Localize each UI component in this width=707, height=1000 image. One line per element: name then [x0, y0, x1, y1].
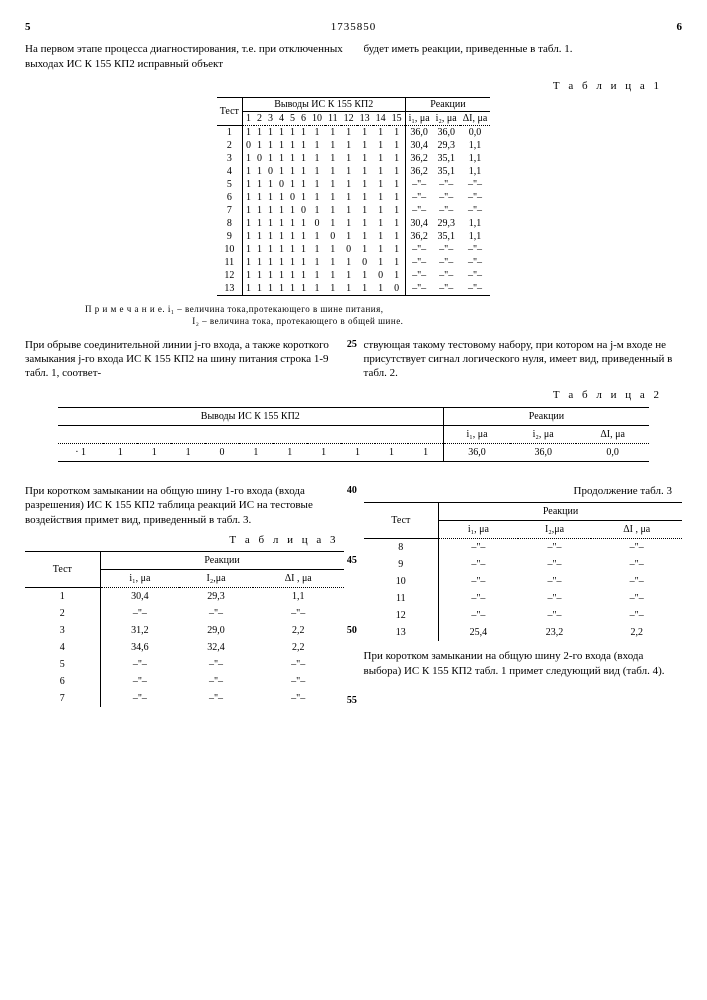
right-column: Продолжение табл. 3 ТестРеакцииi₁, μaI₂,…	[364, 484, 683, 715]
table3-label: Т а б л и ц а 3	[25, 533, 339, 547]
patent-number: 1735850	[331, 20, 377, 34]
table2: Выводы ИС К 155 КП2Реакцииi₁, μai₂, μaΔI…	[58, 407, 649, 462]
left-column: При коротком замыкании на общую шину 1-г…	[25, 484, 344, 715]
table3-right: ТестРеакцииi₁, μaI₂,μaΔI , μa8–"––"––"–9…	[364, 502, 683, 641]
line-number-50: 50	[347, 624, 357, 637]
line-number-40: 40	[347, 484, 357, 497]
paragraph3: При коротком замыкании на общую шину 1-г…	[25, 484, 344, 527]
para2-right: ствующая такому тестовому набору, при ко…	[364, 338, 683, 381]
table3-continuation-label: Продолжение табл. 3	[364, 484, 673, 498]
intro-left: На первом этапе процесса диагнос­тирован…	[25, 42, 344, 71]
table2-label: Т а б л и ц а 2	[25, 388, 662, 402]
table1: ТестВыводы ИС К 155 КП2Реакции1234561011…	[217, 97, 491, 296]
table3-left: ТестРеакцииi₁, μaI₂,μaΔI , μa130,429,31,…	[25, 551, 344, 707]
line-number-55: 55	[347, 694, 357, 707]
lower-section: 40 45 50 55 При коротком замыкании на об…	[25, 484, 682, 715]
para2-left: При обрыве соединительной линии j-го вхо…	[25, 338, 344, 381]
paragraph4: При коротком замыкании на общую шину 2-г…	[364, 649, 683, 678]
paragraph2: При обрыве соединительной линии j-го вхо…	[25, 338, 682, 381]
line-number-25: 25	[347, 338, 357, 351]
col-right: 6	[677, 20, 683, 34]
table1-footnote: П р и м е ч а н и е. i₁ – величина тока,…	[85, 304, 682, 327]
col-left: 5	[25, 20, 31, 34]
table1-label: Т а б л и ц а 1	[25, 79, 662, 93]
intro-right: будет иметь реакции, приведенные в табл.…	[364, 42, 683, 71]
page-header: 5 1735850 6	[25, 20, 682, 34]
intro-paragraph: На первом этапе процесса диагнос­тирован…	[25, 42, 682, 71]
line-number-45: 45	[347, 554, 357, 567]
